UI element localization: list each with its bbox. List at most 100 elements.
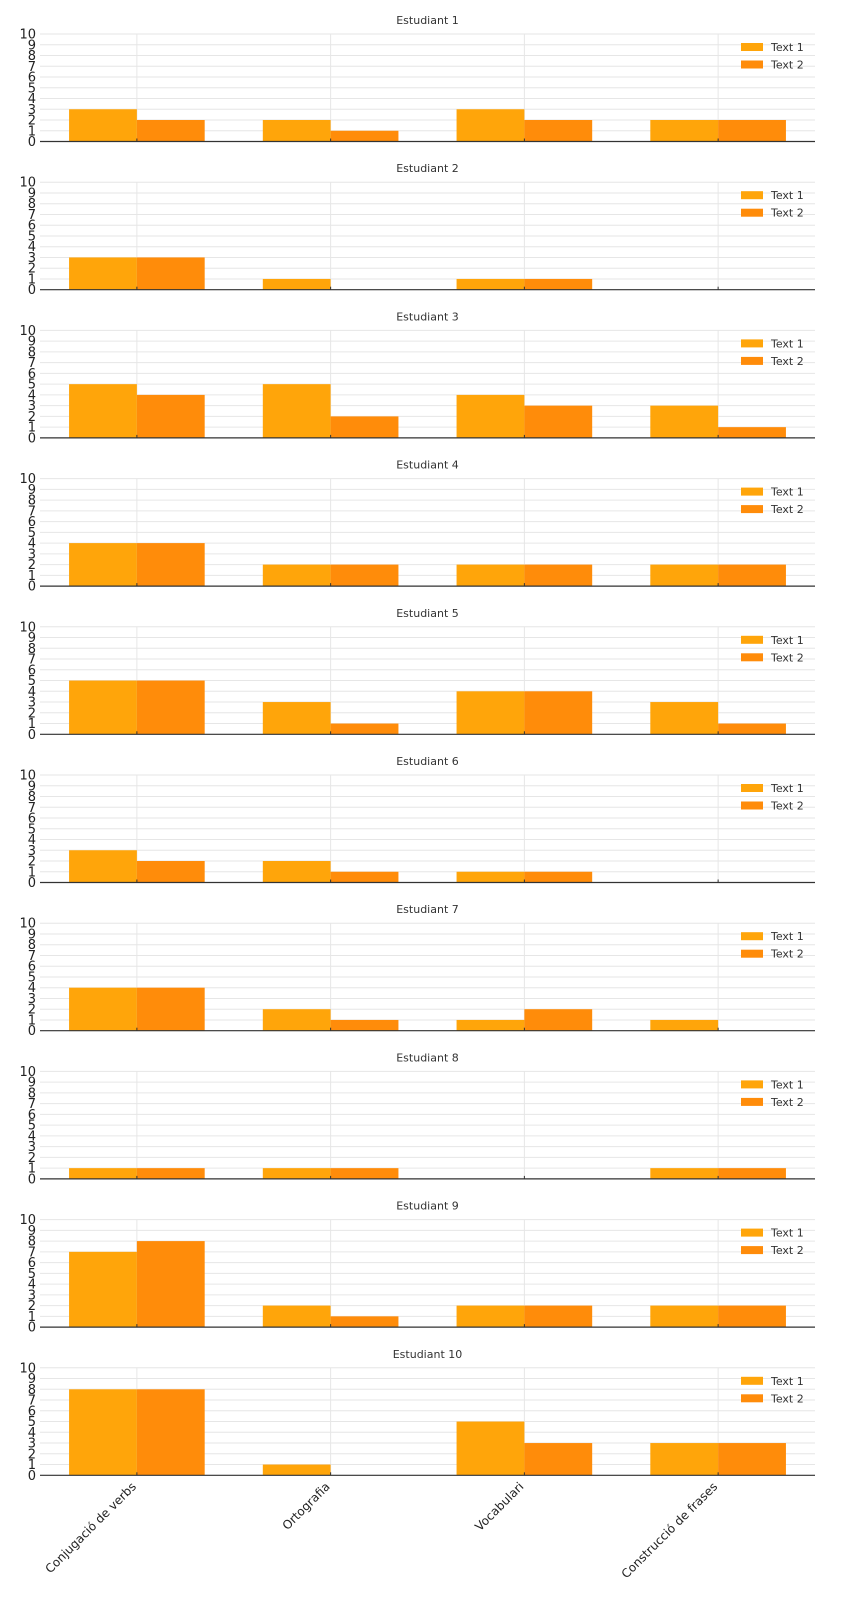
panel-2-legend-swatch-1 — [741, 191, 763, 200]
panel-1-bar-text-1-1 — [69, 109, 137, 142]
panel-10-bar-text-1-4 — [650, 1443, 719, 1476]
panel-6-y-tick-label: 0 — [28, 876, 36, 891]
panel-7-y-tick-label: 6 — [28, 960, 36, 975]
panel-5-legend-swatch-1 — [741, 635, 763, 644]
panel-6-legend-swatch-2 — [741, 801, 763, 810]
panel-9-bar-text-1-2 — [262, 1305, 331, 1328]
panel-4-bar-text-2-2 — [330, 564, 399, 587]
panel-10-legend-label-2: Text 2 — [770, 1392, 804, 1405]
panel-3-y-tick-label: 10 — [19, 324, 36, 339]
panel-10-title: Estudiant 10 — [393, 1348, 463, 1361]
panel-3-y-tick-label: 6 — [28, 367, 36, 382]
panel-7-bar-text-1-4 — [650, 1019, 719, 1031]
panel-1-y-tick-label: 3 — [28, 103, 36, 118]
panel-9-legend-swatch-2 — [741, 1246, 763, 1255]
panel-2-y-tick-label: 4 — [28, 240, 36, 255]
panel-2-title: Estudiant 2 — [396, 162, 459, 175]
panel-8-bar-text-1-1 — [69, 1168, 137, 1179]
panel-5-y-tick-label: 7 — [28, 653, 36, 668]
panel-8-bar-text-1-4 — [650, 1168, 719, 1179]
panel-1-bar-text-2-4 — [718, 120, 786, 142]
panel-9-y-tick-label: 10 — [19, 1213, 36, 1228]
panel-2-y-tick-label: 1 — [28, 272, 36, 287]
panel-7-y-tick-label: 10 — [19, 917, 36, 932]
panel-1-y-tick-label: 9 — [28, 38, 36, 53]
panel-5-legend-label-2: Text 2 — [770, 651, 804, 664]
panel-9-bar-text-2-2 — [330, 1316, 399, 1328]
panel-3-legend-swatch-1 — [741, 339, 763, 348]
panel-4-bar-text-2-3 — [524, 564, 593, 587]
panel-1-y-tick-label: 8 — [28, 49, 36, 64]
panel-10-y-tick-label: 10 — [19, 1361, 36, 1376]
panel-1-y-tick-label: 0 — [28, 135, 36, 150]
panel-4-y-tick-label: 0 — [28, 580, 36, 595]
panel-5-y-tick-label: 6 — [28, 663, 36, 678]
panel-2-legend-label-1: Text 1 — [770, 189, 804, 202]
panel-10-legend-swatch-2 — [741, 1394, 763, 1403]
panel-7-bar-text-1-2 — [262, 1009, 331, 1031]
panel-1-y-tick-label: 4 — [28, 92, 36, 107]
panel-8-legend-label-2: Text 2 — [770, 1096, 804, 1109]
panel-1-bar-text-2-3 — [524, 120, 593, 142]
panel-6-y-tick-label: 2 — [28, 855, 36, 870]
panel-10-y-tick-label: 4 — [28, 1426, 36, 1441]
panel-4-y-tick-label: 5 — [28, 526, 36, 541]
panel-2-legend-label-2: Text 2 — [770, 207, 804, 220]
panel-1-y-tick-label: 10 — [19, 28, 36, 43]
panel-2-y-tick-label: 2 — [28, 262, 36, 277]
panel-2-bar-text-1-1 — [69, 257, 137, 290]
panel-7-bar-text-2-2 — [330, 1019, 399, 1031]
panel-5-legend-label-1: Text 1 — [770, 634, 804, 647]
panel-10-legend-label-1: Text 1 — [770, 1375, 804, 1388]
panel-3-y-tick-label: 9 — [28, 335, 36, 350]
panel-3-bar-text-2-1 — [136, 394, 205, 438]
panel-8-y-tick-label: 2 — [28, 1151, 36, 1166]
panel-8-y-tick-label: 3 — [28, 1140, 36, 1155]
panel-4-title: Estudiant 4 — [396, 459, 459, 472]
panel-2-y-tick-label: 10 — [19, 176, 36, 191]
panel-3-legend-swatch-2 — [741, 356, 763, 365]
panel-9-y-tick-label: 2 — [28, 1299, 36, 1314]
panel-1-y-tick-label: 2 — [28, 114, 36, 129]
panel-1-bar-text-2-1 — [136, 120, 205, 142]
panel-5-y-tick-label: 10 — [19, 620, 36, 635]
panel-6-y-tick-label: 9 — [28, 779, 36, 794]
panel-4-bar-text-1-2 — [262, 564, 331, 587]
panel-4-bar-text-1-1 — [69, 543, 137, 587]
panel-8-y-tick-label: 1 — [28, 1162, 36, 1177]
panel-5-bar-text-2-1 — [136, 680, 205, 735]
panel-1-legend-label-2: Text 2 — [770, 59, 804, 72]
panel-8-y-tick-label: 10 — [19, 1065, 36, 1080]
panel-7-bar-text-1-1 — [69, 987, 137, 1031]
panel-9-y-tick-label: 8 — [28, 1235, 36, 1250]
panel-8-y-tick-label: 4 — [28, 1129, 36, 1144]
panel-3-bar-text-1-2 — [262, 384, 331, 438]
panel-6-bar-text-1-3 — [456, 871, 525, 883]
panel-6-y-tick-label: 4 — [28, 833, 36, 848]
panel-4-y-tick-label: 2 — [28, 558, 36, 573]
panel-6-bar-text-2-1 — [136, 861, 205, 883]
panel-3-legend-label-1: Text 1 — [770, 337, 804, 350]
panel-4-y-tick-label: 10 — [19, 472, 36, 487]
panel-6-legend-swatch-1 — [741, 784, 763, 792]
panel-2-bar-text-1-3 — [456, 278, 525, 290]
panel-8-title: Estudiant 8 — [396, 1051, 459, 1064]
panel-7-y-tick-label: 1 — [28, 1013, 36, 1028]
panel-5-y-tick-label: 8 — [28, 642, 36, 657]
panel-9-bar-text-2-4 — [718, 1305, 786, 1328]
panel-10-y-tick-label: 1 — [28, 1458, 36, 1473]
panel-4-legend-label-2: Text 2 — [770, 503, 804, 516]
panel-7-legend-swatch-1 — [741, 932, 763, 941]
panel-9-legend-swatch-1 — [741, 1228, 763, 1237]
panel-4-y-tick-label: 8 — [28, 494, 36, 509]
panel-10-bar-text-2-1 — [136, 1389, 205, 1476]
panel-8-legend-swatch-1 — [741, 1080, 763, 1089]
panel-9-bar-text-2-3 — [524, 1305, 593, 1328]
panel-10-y-tick-label: 0 — [28, 1469, 36, 1484]
panel-1-bar-text-2-2 — [330, 130, 399, 142]
panel-7-y-tick-label: 7 — [28, 949, 36, 964]
panel-1-legend-label-1: Text 1 — [770, 41, 804, 54]
panel-5-y-tick-label: 0 — [28, 728, 36, 743]
panel-2-y-tick-label: 5 — [28, 229, 36, 244]
